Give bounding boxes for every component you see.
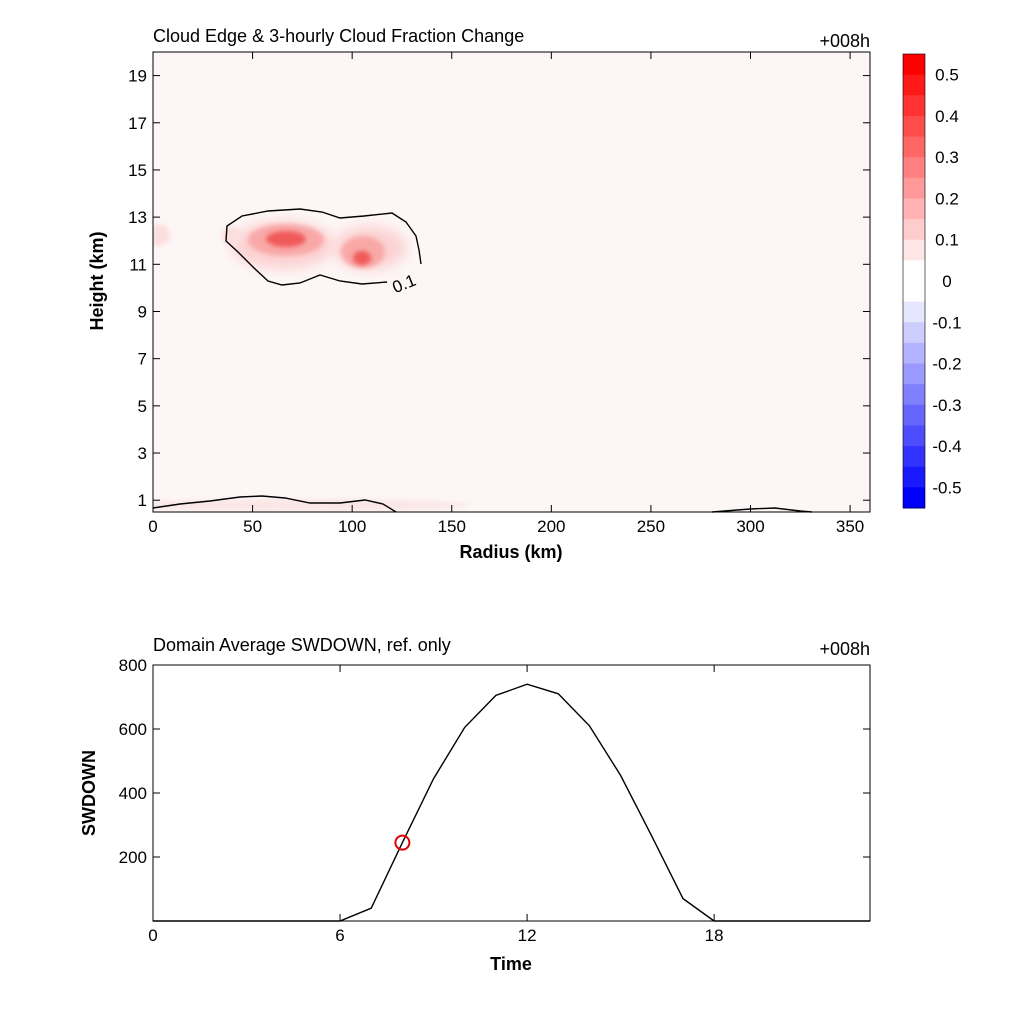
colorbar-segment <box>903 219 925 241</box>
colorbar-segment <box>903 446 925 468</box>
bottom-y-tick-label: 800 <box>119 656 147 675</box>
colorbar-label: 0 <box>942 272 951 291</box>
top-y-tick-label: 7 <box>138 350 147 369</box>
top-y-tick-label: 19 <box>128 67 147 86</box>
colorbar-segment <box>903 74 925 96</box>
bottom-x-axis-label: Time <box>490 954 532 974</box>
bottom-y-tick-label: 200 <box>119 848 147 867</box>
cloud-change-blob-small-left <box>222 227 242 245</box>
top-x-tick-label: 100 <box>338 517 366 536</box>
cloud-edge-contour-right <box>711 507 813 513</box>
bottom-y-axis-label: SWDOWN <box>79 750 99 836</box>
bottom-x-tick-label: 18 <box>705 926 724 945</box>
colorbar-segment <box>903 115 925 138</box>
colorbar-label: -0.4 <box>932 437 961 456</box>
top-x-tick-label: 250 <box>637 517 665 536</box>
top-y-tick-label: 13 <box>128 208 147 227</box>
colorbar-label: -0.2 <box>932 355 961 374</box>
bottom-chart-title: Domain Average SWDOWN, ref. only <box>153 635 451 655</box>
bottom-x-tick-label: 0 <box>148 926 157 945</box>
top-y-tick-label: 9 <box>138 302 147 321</box>
bottom-x-tick-label: 12 <box>518 926 537 945</box>
cloud-change-peak-1 <box>266 231 306 247</box>
top-y-axis-label: Height (km) <box>87 231 107 330</box>
top-y-tick-label: 5 <box>138 397 147 416</box>
colorbar-label: 0.5 <box>935 66 959 85</box>
top-y-tick-label: 11 <box>129 255 147 274</box>
top-plot-frame <box>152 51 871 513</box>
colorbar-label: -0.1 <box>932 313 961 332</box>
top-x-axis: 0 50 100 150 200 250 300 350 <box>148 52 864 536</box>
colorbar-segment <box>903 281 925 303</box>
colorbar-label: -0.5 <box>932 478 961 497</box>
swdown-line <box>153 683 870 922</box>
colorbar: 0.5 0.4 0.3 0.2 0.1 0 -0.1 -0.2 -0.3 -0.4 -0.5 <box>902 53 962 509</box>
top-plot-background <box>153 52 870 512</box>
colorbar-segment <box>903 95 925 117</box>
top-y-tick-label: 17 <box>128 114 147 133</box>
top-y-tick-label: 3 <box>138 444 147 463</box>
bottom-x-tick-label: 6 <box>335 926 344 945</box>
bottom-x-axis: 0 6 12 18 <box>148 665 724 945</box>
bottom-y-axis: 200 400 600 800 <box>119 656 870 867</box>
top-x-tick-label: 50 <box>243 517 262 536</box>
top-x-tick-label: 350 <box>836 517 864 536</box>
colorbar-label: 0.1 <box>935 231 959 250</box>
top-y-tick-label: 15 <box>128 161 147 180</box>
colorbar-segment <box>903 198 925 220</box>
colorbar-segment <box>903 136 925 158</box>
colorbar-segment <box>903 54 925 76</box>
top-chart-title: Cloud Edge & 3-hourly Cloud Fraction Cha… <box>153 26 524 46</box>
colorbar-segment <box>903 260 925 282</box>
colorbar-label: 0.2 <box>935 189 959 208</box>
colorbar-label: 0.3 <box>935 148 959 167</box>
bottom-plot-frame <box>152 664 871 922</box>
colorbar-segment <box>903 177 925 199</box>
colorbar-segment <box>903 363 925 385</box>
current-time-marker <box>394 834 411 851</box>
colorbar-label: -0.3 <box>932 396 961 415</box>
colorbar-segment <box>903 425 925 447</box>
top-x-tick-label: 0 <box>148 517 157 536</box>
cloud-edge-contour-lower <box>152 495 397 513</box>
colorbar-segment <box>903 384 925 406</box>
colorbar-segment <box>903 404 925 426</box>
colorbar-label: 0.4 <box>935 107 959 126</box>
colorbar-segment <box>903 487 925 509</box>
cloud-change-peak-2 <box>353 251 371 265</box>
bottom-panel: Domain Average SWDOWN, ref. only +008h 0… <box>79 635 871 974</box>
top-time-label: +008h <box>819 31 870 51</box>
colorbar-segment <box>903 239 925 261</box>
top-x-tick-label: 300 <box>736 517 764 536</box>
cloud-change-blob-left-edge <box>153 224 170 246</box>
top-x-tick-label: 200 <box>537 517 565 536</box>
top-y-tick-label: 1 <box>138 491 147 510</box>
colorbar-frame <box>902 53 926 509</box>
colorbar-segment <box>903 301 925 323</box>
top-x-axis-label: Radius (km) <box>459 542 562 562</box>
swdown-series <box>153 683 870 922</box>
colorbar-segment <box>903 466 925 488</box>
top-panel: Cloud Edge & 3-hourly Cloud Fraction Cha… <box>87 26 871 562</box>
cloud-edge-contour-upper <box>225 208 422 286</box>
top-x-tick-label: 150 <box>438 517 466 536</box>
colorbar-segment <box>903 342 925 365</box>
bottom-y-tick-label: 600 <box>119 720 147 739</box>
bottom-time-label: +008h <box>819 639 870 659</box>
bottom-y-tick-label: 400 <box>119 784 147 803</box>
colorbar-segment <box>903 157 925 179</box>
colorbar-segment <box>903 322 925 344</box>
